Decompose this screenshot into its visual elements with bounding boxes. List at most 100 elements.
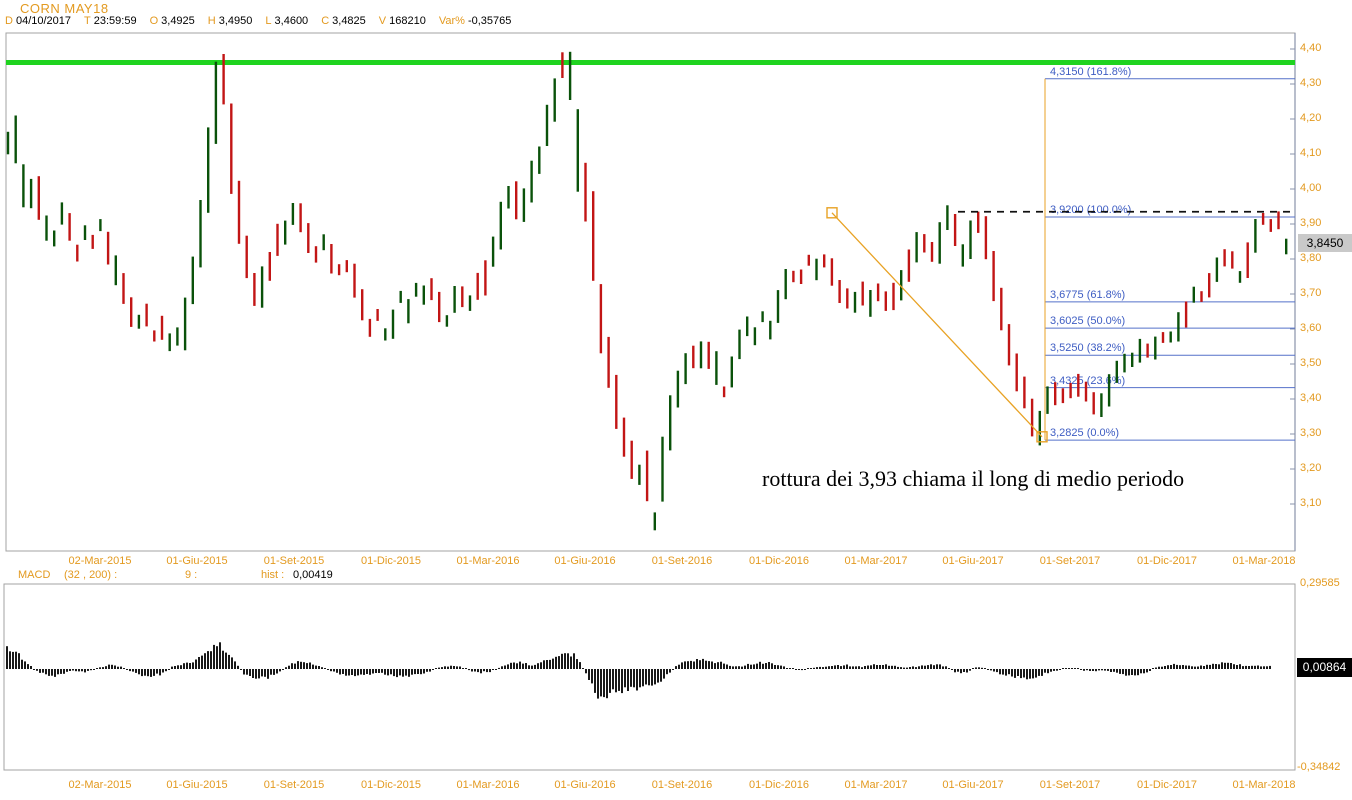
- macd-hist-bar: [351, 669, 353, 675]
- macd-hist-bar: [219, 642, 221, 669]
- macd-hist-bar: [588, 669, 590, 680]
- macd-hist-bar: [153, 669, 155, 676]
- macd-hist-bar: [774, 665, 776, 669]
- candle: [99, 219, 102, 232]
- macd-hist-bar: [663, 669, 665, 679]
- candle: [1269, 219, 1272, 232]
- macd-hist-bar: [225, 652, 227, 669]
- macd-hist-bar: [918, 666, 920, 669]
- macd-hist-bar: [552, 658, 554, 669]
- macd-hist-bar: [231, 657, 233, 669]
- candle: [391, 309, 395, 339]
- macd-hist-bar: [195, 659, 197, 669]
- macd-hist-bar: [36, 669, 38, 671]
- candle: [276, 223, 279, 256]
- macd-hist-bar: [438, 667, 440, 669]
- macd-hist-bar: [531, 665, 533, 669]
- macd-hist-bar: [213, 644, 215, 669]
- candle: [876, 283, 880, 302]
- candle: [861, 281, 864, 306]
- macd-hist-bar: [1176, 664, 1178, 669]
- macd-hist-bar: [885, 664, 887, 669]
- macd-hist-bar: [210, 651, 212, 669]
- macd-hist-bar: [267, 669, 269, 679]
- candle: [792, 270, 795, 283]
- macd-hist-bar: [75, 669, 77, 672]
- candle: [784, 269, 787, 300]
- macd-hist-bar: [720, 661, 722, 669]
- macd-hist-bar: [255, 669, 257, 679]
- macd-hist-bar: [429, 669, 431, 672]
- candle: [453, 286, 456, 313]
- macd-hist-bar: [549, 659, 551, 669]
- candle: [1046, 386, 1049, 414]
- macd-hist-bar: [312, 664, 314, 669]
- macd-hist-bar: [1257, 665, 1259, 669]
- macd-hist-bar: [561, 653, 563, 669]
- macd-hist-bar: [666, 669, 668, 675]
- macd-hist-bar: [1062, 668, 1064, 669]
- macd-hist-bar: [1149, 669, 1151, 671]
- macd-hist-bar: [399, 669, 401, 676]
- candle: [707, 341, 710, 369]
- macd-hist-bar: [837, 665, 839, 669]
- macd-hist-bar: [780, 665, 782, 669]
- macd-hist-bar: [1110, 669, 1112, 672]
- candle: [946, 205, 949, 230]
- macd-hist-bar: [1227, 662, 1229, 669]
- candle: [676, 370, 680, 408]
- macd-hist-bar: [723, 663, 725, 669]
- trendline-handle[interactable]: [1036, 431, 1048, 443]
- candle: [260, 266, 264, 308]
- macd-hist-bar: [936, 664, 938, 669]
- candle: [838, 280, 841, 303]
- macd-hist-bar: [900, 667, 902, 669]
- macd-hist-bar: [1146, 669, 1148, 673]
- trendline-handle[interactable]: [826, 207, 838, 219]
- macd-hist-bar: [405, 669, 407, 676]
- macd-hist-bar: [759, 661, 761, 669]
- macd-hist-bar: [252, 669, 254, 678]
- macd-hist-bar: [1236, 665, 1238, 669]
- macd-hist-bar: [1203, 666, 1205, 669]
- macd-hist-bar: [258, 669, 260, 679]
- macd-hist-bar: [87, 669, 89, 671]
- macd-hist-bar: [300, 661, 302, 669]
- macd-hist-bar: [357, 669, 359, 676]
- macd-hist-bar: [867, 665, 869, 669]
- macd-hist-bar: [570, 656, 572, 669]
- macd-hist-bar: [1221, 662, 1223, 669]
- candle: [376, 309, 379, 321]
- macd-hist-bar: [348, 669, 350, 676]
- macd-hist-bar: [930, 664, 932, 669]
- candle: [268, 252, 271, 281]
- macd-hist-bar: [1164, 666, 1166, 669]
- macd-hist-bar: [1182, 665, 1184, 669]
- candle: [977, 211, 980, 233]
- macd-hist-bar: [921, 665, 923, 669]
- macd-hist-bar: [801, 669, 803, 671]
- macd-hist-bar: [33, 669, 35, 670]
- macd-hist-bar: [864, 666, 866, 669]
- macd-hist-bar: [594, 669, 596, 693]
- trendline[interactable]: [831, 212, 1043, 438]
- candle: [191, 256, 194, 305]
- macd-hist-bar: [756, 663, 758, 669]
- macd-hist-bar: [369, 669, 371, 675]
- candle: [29, 178, 33, 209]
- macd-hist-bar: [1260, 666, 1262, 669]
- macd-hist-bar: [1137, 669, 1139, 676]
- fib-level-label: 3,9200 (100.0%): [1050, 204, 1132, 216]
- macd-hist-bar: [546, 660, 548, 669]
- macd-hist-bar: [636, 669, 638, 691]
- macd-hist-bar: [384, 669, 386, 675]
- macd-hist-bar: [342, 669, 344, 674]
- candle: [1154, 336, 1157, 360]
- macd-hist-bar: [699, 660, 701, 669]
- macd-hist-bar: [159, 669, 161, 676]
- candle: [1084, 381, 1088, 402]
- candle: [230, 103, 233, 194]
- macd-hist-bar: [150, 669, 152, 677]
- macd-hist-bar: [1230, 663, 1232, 669]
